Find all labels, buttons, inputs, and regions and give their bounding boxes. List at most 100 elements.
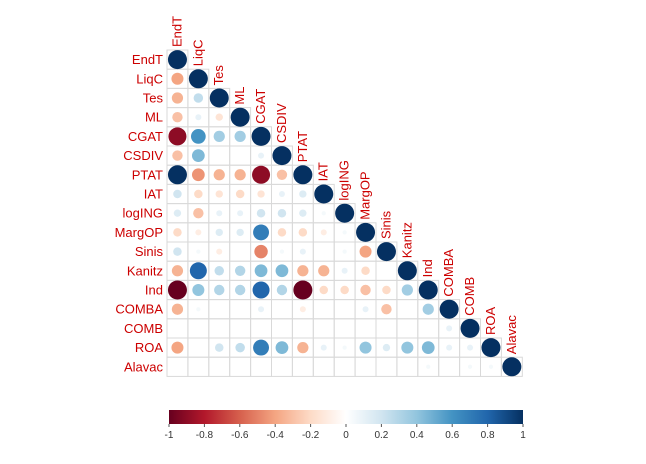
column-label-ML: ML — [232, 87, 247, 105]
correlation-circle-PTAT-Tes — [213, 169, 225, 181]
row-label-MargOP: MargOP — [115, 225, 163, 240]
correlation-circle-Ind-Sinis — [382, 285, 391, 295]
grid-cell — [333, 356, 356, 377]
column-label-MargOP: MargOP — [358, 171, 373, 219]
color-legend: -1 -0.8 -0.6 -0.4 -0.2 0 0.2 0.4 0.6 0.8 1 — [165, 410, 526, 441]
correlation-circle-IAT-CGAT — [257, 190, 265, 198]
row-label-ML: ML — [145, 110, 163, 125]
correlation-circle-COMBA-COMBA — [439, 299, 459, 319]
colorbar-tick-label: -0.6 — [231, 430, 249, 441]
correlation-circle-PTAT-PTAT — [293, 165, 313, 185]
correlation-circle-CSDIV-CSDIV — [272, 146, 292, 166]
column-label-logING: logING — [337, 160, 352, 200]
grid-cell — [312, 241, 335, 262]
column-label-EndT: EndT — [169, 16, 184, 47]
correlation-circle-IAT-ML — [235, 189, 245, 199]
column-label-LiqC: LiqC — [190, 39, 205, 66]
correlation-circle-Sinis-CGAT — [254, 244, 268, 259]
correlation-circle-MargOP-ML — [236, 228, 244, 237]
correlation-circle-Sinis-Tes — [216, 248, 223, 255]
correlation-circle-COMBA-MargOP — [362, 306, 369, 313]
grid-cell — [187, 337, 210, 358]
correlation-circle-CSDIV-LiqC — [191, 149, 205, 162]
correlation-circle-COMBA-Sinis — [381, 304, 392, 315]
row-label-PTAT: PTAT — [132, 167, 163, 182]
correlation-circle-logING-LiqC — [193, 208, 204, 219]
circle-layer — [167, 50, 522, 377]
correlation-circle-CSDIV-EndT — [172, 150, 183, 161]
correlation-circle-MargOP-CSDIV — [277, 228, 287, 237]
correlation-circle-COMBA-PTAT — [299, 306, 306, 313]
column-labels: EndT LiqC Tes ML CGAT CSDIV PTAT IAT logING MargO… — [169, 16, 518, 354]
correlation-circle-IAT-Tes — [215, 190, 223, 198]
correlation-circle-logING-Tes — [216, 210, 223, 217]
correlation-circle-MargOP-EndT — [173, 228, 182, 237]
correlation-circle-IAT-IAT — [314, 184, 334, 204]
grid-cell — [312, 299, 335, 320]
grid-cell — [396, 299, 419, 320]
row-label-Ind: Ind — [145, 283, 163, 298]
grid-cell — [208, 318, 231, 339]
column-label-ROA: ROA — [483, 307, 498, 336]
grid-cell — [271, 356, 293, 377]
colorbar — [169, 410, 523, 424]
correlation-circle-Ind-CSDIV — [276, 284, 288, 296]
row-label-COMB: COMB — [124, 321, 163, 336]
grid-layer — [166, 49, 523, 377]
correlation-circle-Ind-logING — [340, 285, 349, 295]
correlation-circle-EndT-EndT — [167, 50, 187, 70]
correlation-circle-PTAT-LiqC — [191, 168, 205, 182]
correlation-circle-ROA-PTAT — [297, 341, 309, 354]
correlation-circle-COMBA-EndT — [171, 303, 184, 315]
correlation-circle-COMB-COMB — [460, 318, 480, 338]
correlation-circle-ML-LiqC — [195, 114, 202, 121]
row-label-Kanitz: Kanitz — [127, 263, 163, 278]
correlation-circle-Sinis-PTAT — [299, 248, 306, 255]
correlation-circle-MargOP-LiqC — [195, 229, 202, 236]
correlation-circle-logING-PTAT — [299, 209, 307, 217]
colorbar-tick-label: 0 — [343, 430, 349, 441]
correlation-circle-CSDIV-CGAT — [258, 152, 265, 159]
row-label-Sinis: Sinis — [135, 244, 164, 259]
grid-cell — [229, 318, 252, 339]
grid-cell — [375, 260, 398, 281]
correlation-circle-Kanitz-Kanitz — [397, 261, 417, 281]
grid-cell — [291, 356, 314, 377]
grid-cell — [229, 299, 252, 320]
colorbar-tick-label: 0.2 — [374, 430, 388, 441]
correlation-circle-IAT-LiqC — [194, 189, 203, 199]
grid-cell — [333, 299, 356, 320]
correlation-circle-MargOP-PTAT — [298, 228, 308, 237]
correlation-circle-IAT-CSDIV — [278, 191, 285, 197]
correlation-circle-logING-IAT — [321, 211, 326, 216]
correlation-circle-ROA-IAT — [320, 344, 327, 351]
colorbar-tick-label: 1 — [520, 430, 526, 441]
correlation-circle-Ind-Tes — [214, 284, 225, 296]
row-label-ROA: ROA — [135, 340, 164, 355]
column-label-IAT: IAT — [316, 162, 331, 181]
grid-cell — [500, 356, 523, 377]
colorbar-tick-label: 0.4 — [410, 430, 424, 441]
correlation-circle-MargOP-MargOP — [356, 222, 376, 242]
correlation-circle-Tes-EndT — [171, 92, 184, 104]
grid-cell — [208, 356, 231, 377]
correlation-circle-ML-EndT — [172, 112, 183, 123]
correlation-circle-COMBA-LiqC — [196, 307, 201, 312]
correlation-circle-Sinis-LiqC — [196, 249, 201, 254]
correlation-circle-Alavac-ROA — [488, 364, 494, 369]
correlation-circle-PTAT-CSDIV — [276, 169, 288, 180]
correlation-circle-PTAT-EndT — [167, 165, 187, 185]
grid-cell — [417, 318, 440, 339]
correlation-circle-Ind-LiqC — [192, 283, 205, 297]
correlation-circle-logING-CSDIV — [277, 208, 287, 218]
grid-cell — [396, 318, 419, 339]
colorbar-tick-label: -1 — [165, 430, 174, 441]
correlation-circle-Ind-PTAT — [293, 280, 313, 300]
row-labels: EndT LiqC Tes ML CGAT CSDIV PTAT IAT logING MargO… — [115, 52, 164, 374]
grid-cell — [208, 145, 231, 166]
correlation-circle-Sinis-CSDIV — [279, 249, 285, 254]
grid-cell — [333, 318, 356, 339]
grid-cell — [312, 356, 335, 377]
column-label-CSDIV: CSDIV — [274, 103, 289, 143]
